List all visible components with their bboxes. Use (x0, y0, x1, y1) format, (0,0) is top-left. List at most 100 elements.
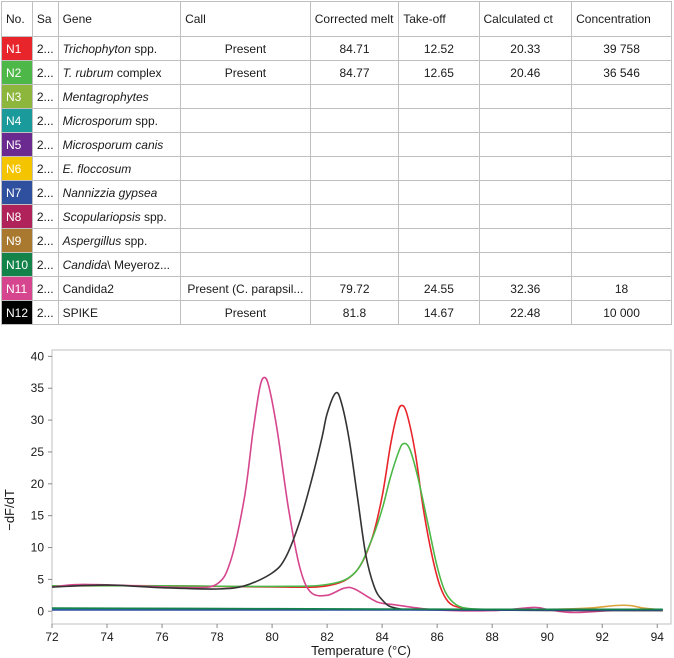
gene-name-part: Aspergillus (62, 233, 122, 248)
y-tick-label: 25 (31, 445, 45, 459)
results-table: No. Sa Gene Call Corrected melt Take-off… (1, 1, 672, 325)
channel-color-swatch: N10 (1, 252, 33, 277)
table-row[interactable]: N1 2... Trichophyton spp. Present 84.71 12.52… (1, 36, 672, 61)
gene-cell: E. floccosum (57, 156, 182, 181)
calculated-ct-cell (478, 156, 573, 181)
gene-name-part: E. floccosum (62, 161, 132, 176)
take-off-cell: 12.65 (398, 60, 480, 85)
concentration-cell: 36 546 (571, 60, 672, 85)
y-tick-label: 10 (31, 541, 45, 555)
corrected-melt-cell: 79.72 (309, 276, 400, 301)
gene-name-part: SPIKE (62, 305, 98, 320)
col-header-call[interactable]: Call (180, 1, 311, 37)
corrected-melt-cell (309, 228, 400, 253)
gene-cell: Candida\ Meyeroz... (57, 252, 182, 277)
gene-cell: Aspergillus spp. (57, 228, 182, 253)
channel-color-swatch: N5 (1, 132, 33, 157)
gene-cell: SPIKE (57, 300, 182, 325)
gene-cell: Microsporum canis (57, 132, 182, 157)
col-header-gene[interactable]: Gene (57, 1, 182, 37)
y-tick-label: 30 (31, 413, 45, 427)
sample-cell: 2... (31, 300, 59, 325)
take-off-cell: 12.52 (398, 36, 480, 61)
table-row[interactable]: N4 2... Microsporum spp. (1, 108, 672, 133)
corrected-melt-cell (309, 132, 400, 157)
take-off-cell (398, 228, 480, 253)
corrected-melt-cell (309, 108, 400, 133)
melt-curve-chart: 72 74 76 78 80 82 84 86 88 90 92 94 0 5 10 15 20 25 30 35 4… (0, 343, 674, 658)
y-tick-label: 5 (37, 572, 44, 586)
channel-color-swatch: N11 (1, 276, 33, 301)
calculated-ct-cell (478, 252, 573, 277)
melt-curve-series (51, 391, 663, 612)
table-row[interactable]: N3 2... Mentagrophytes (1, 84, 672, 109)
take-off-cell (398, 180, 480, 205)
sample-cell: 2... (31, 84, 59, 109)
gene-name-part: spp. (131, 41, 158, 56)
call-cell (180, 156, 311, 181)
table-row[interactable]: N9 2... Aspergillus spp. (1, 228, 672, 253)
col-header-take-off[interactable]: Take-off (398, 1, 480, 37)
results-grid: No. Sa Gene Call Corrected melt Take-off… (1, 1, 672, 325)
table-row[interactable]: N5 2... Microsporum canis (1, 132, 672, 157)
sample-cell: 2... (31, 132, 59, 157)
col-header-concentration[interactable]: Concentration (571, 1, 672, 37)
y-axis-label: −dF/dT (2, 489, 17, 531)
sample-cell: 2... (31, 36, 59, 61)
concentration-cell (571, 180, 672, 205)
concentration-cell (571, 228, 672, 253)
table-row[interactable]: N12 2... SPIKE Present 81.8 14.67 22.48 10 000 (1, 300, 672, 325)
sample-cell: 2... (31, 108, 59, 133)
table-row[interactable]: N2 2... T. rubrum complex Present 84.77 12.65… (1, 60, 672, 85)
col-header-no[interactable]: No. (1, 1, 33, 37)
col-header-calculated-ct[interactable]: Calculated ct (478, 1, 573, 37)
concentration-cell: 10 000 (571, 300, 672, 325)
sample-cell: 2... (31, 276, 59, 301)
melt-curve-series (51, 607, 663, 611)
y-tick-label: 20 (31, 477, 45, 491)
sample-cell: 2... (31, 156, 59, 181)
melt-curve-series (51, 404, 663, 611)
x-tick-label: 86 (430, 630, 444, 644)
gene-name-part: Candida2 (62, 281, 114, 296)
calculated-ct-cell (478, 84, 573, 109)
channel-color-swatch: N4 (1, 108, 33, 133)
call-cell: Present (180, 300, 311, 325)
concentration-cell (571, 156, 672, 181)
col-header-sample[interactable]: Sa (31, 1, 59, 37)
y-tick-label: 0 (37, 604, 44, 618)
call-cell (180, 132, 311, 157)
channel-color-swatch: N9 (1, 228, 33, 253)
table-row[interactable]: N11 2... Candida2 Present (C. parapsil... 79… (1, 276, 672, 301)
gene-name-part: complex (113, 65, 162, 80)
table-row[interactable]: N6 2... E. floccosum (1, 156, 672, 181)
corrected-melt-cell: 84.71 (309, 36, 400, 61)
calculated-ct-cell (478, 180, 573, 205)
take-off-cell (398, 108, 480, 133)
sample-cell: 2... (31, 204, 59, 229)
table-row[interactable]: N8 2... Scopulariopsis spp. (1, 204, 672, 229)
gene-name-part: spp. (121, 233, 148, 248)
table-row[interactable]: N10 2... Candida\ Meyeroz... (1, 252, 672, 277)
channel-color-swatch: N8 (1, 204, 33, 229)
concentration-cell (571, 84, 672, 109)
corrected-melt-cell (309, 252, 400, 277)
channel-color-swatch: N3 (1, 84, 33, 109)
concentration-cell (571, 132, 672, 157)
gene-name-part: T. rubrum (62, 65, 114, 80)
y-tick-label: 35 (31, 381, 45, 395)
x-tick-label: 88 (485, 630, 499, 644)
x-tick-label: 76 (155, 630, 169, 644)
concentration-cell: 18 (571, 276, 672, 301)
corrected-melt-cell: 81.8 (309, 300, 400, 325)
table-header-row: No. Sa Gene Call Corrected melt Take-off… (1, 1, 672, 37)
plot-area-frame (51, 349, 672, 625)
concentration-cell (571, 204, 672, 229)
calculated-ct-cell: 32.36 (478, 276, 573, 301)
x-tick-label: 78 (210, 630, 224, 644)
call-cell: Present (C. parapsil... (180, 276, 311, 301)
sample-cell: 2... (31, 228, 59, 253)
col-header-corrected-melt[interactable]: Corrected melt (309, 1, 400, 37)
calculated-ct-cell: 22.48 (478, 300, 573, 325)
table-row[interactable]: N7 2... Nannizzia gypsea (1, 180, 672, 205)
